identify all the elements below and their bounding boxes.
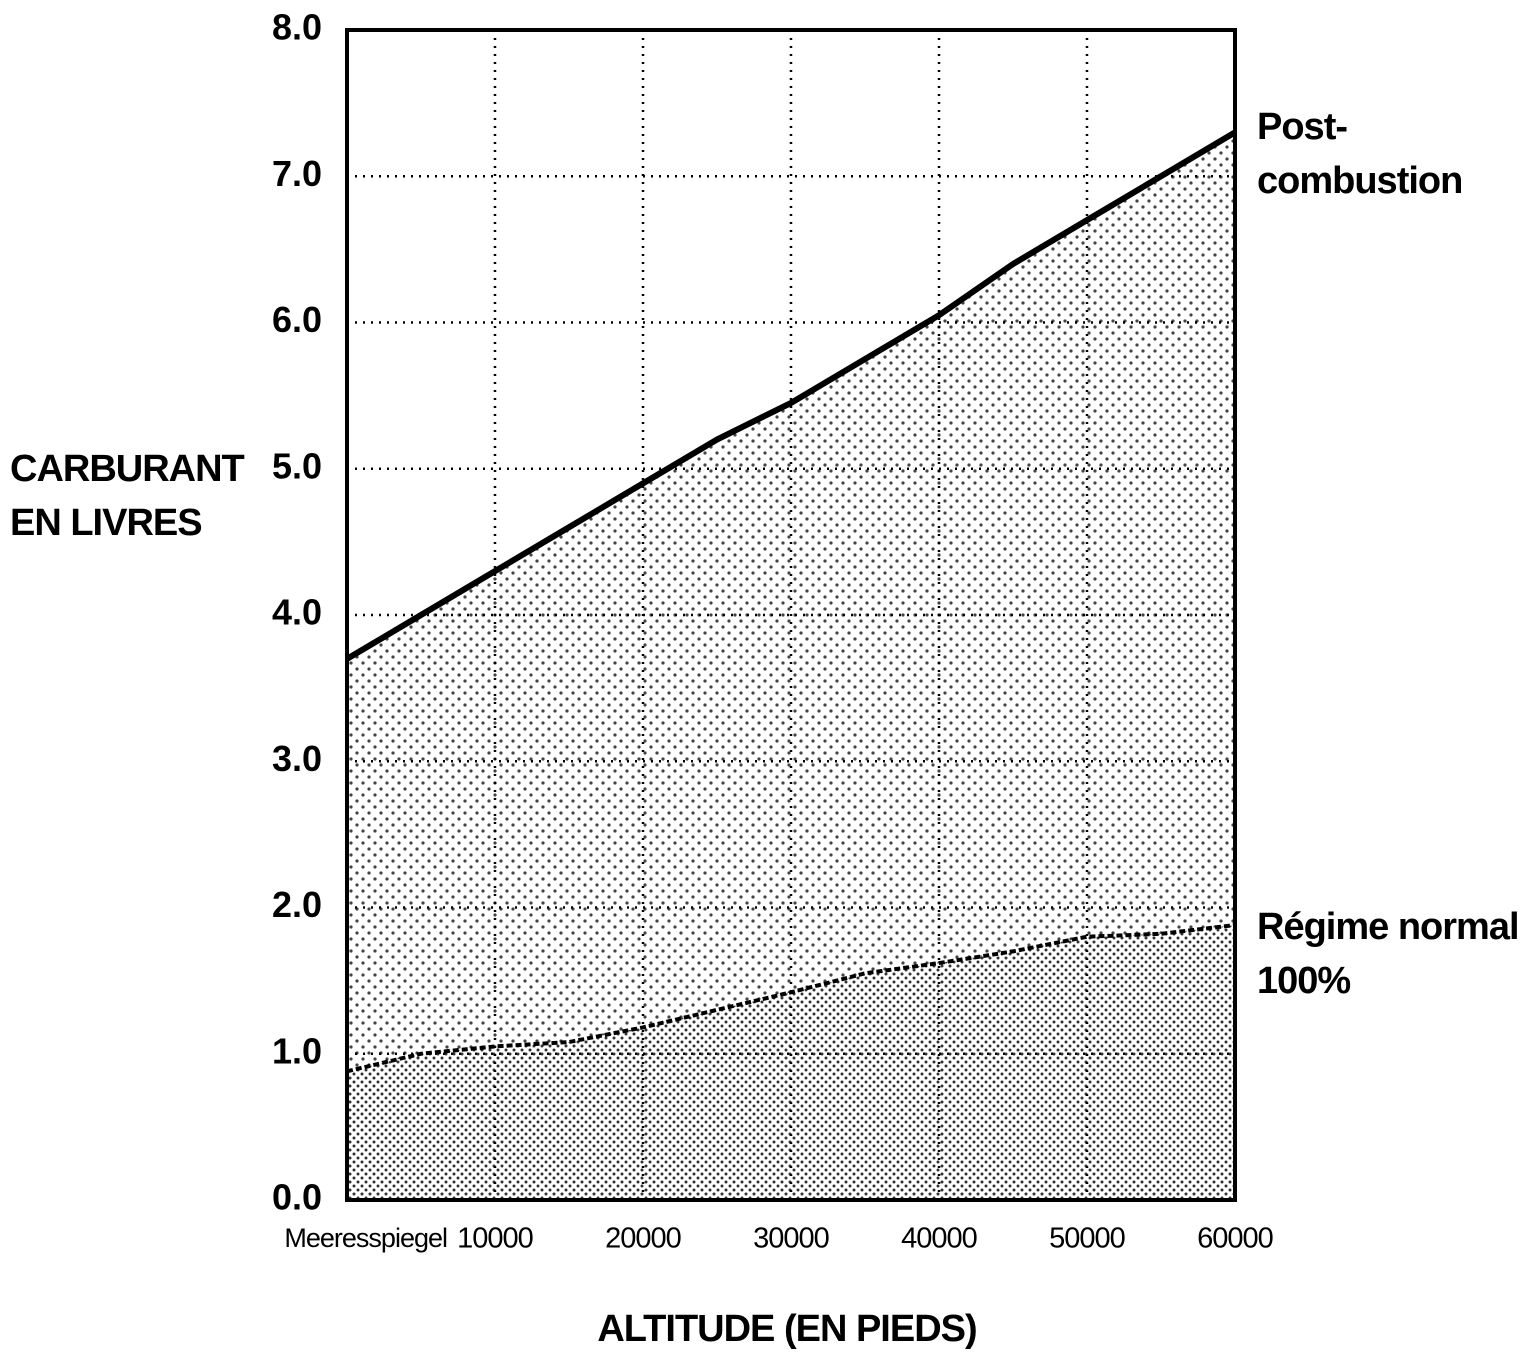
y-tick-label: 8.0 — [272, 7, 322, 48]
y-tick-label: 0.0 — [272, 1177, 322, 1218]
x-tick-label: Meeresspiegel — [284, 1223, 447, 1253]
y-tick-label: 5.0 — [272, 445, 322, 486]
series-line — [346, 923, 1236, 1074]
area-fill — [347, 132, 1235, 1200]
y-tick-label: 1.0 — [272, 1030, 322, 1071]
plot-frame — [345, 28, 1237, 1202]
x-axis-title: ALTITUDE (EN PIEDS) — [597, 1308, 977, 1350]
series-label: Post- combustion — [1257, 106, 1463, 202]
x-tick-label: 40000 — [901, 1223, 977, 1255]
y-tick-label: 4.0 — [272, 592, 322, 633]
series-line — [345, 129, 1237, 662]
x-tick-label: 50000 — [1049, 1223, 1125, 1255]
x-tick-label: 30000 — [753, 1223, 829, 1255]
series-label: Régime normal 100% — [1257, 906, 1520, 1002]
x-tick-label: 60000 — [1197, 1223, 1273, 1255]
y-tick-label: 3.0 — [272, 738, 322, 779]
x-tick-label: 20000 — [605, 1223, 681, 1255]
y-tick-label: 6.0 — [272, 299, 322, 340]
y-tick-label: 2.0 — [272, 884, 322, 925]
y-tick-label: 7.0 — [272, 153, 322, 194]
x-tick-label: 10000 — [457, 1223, 533, 1255]
y-axis-title: CARBURANT EN LIVRES — [10, 448, 245, 544]
